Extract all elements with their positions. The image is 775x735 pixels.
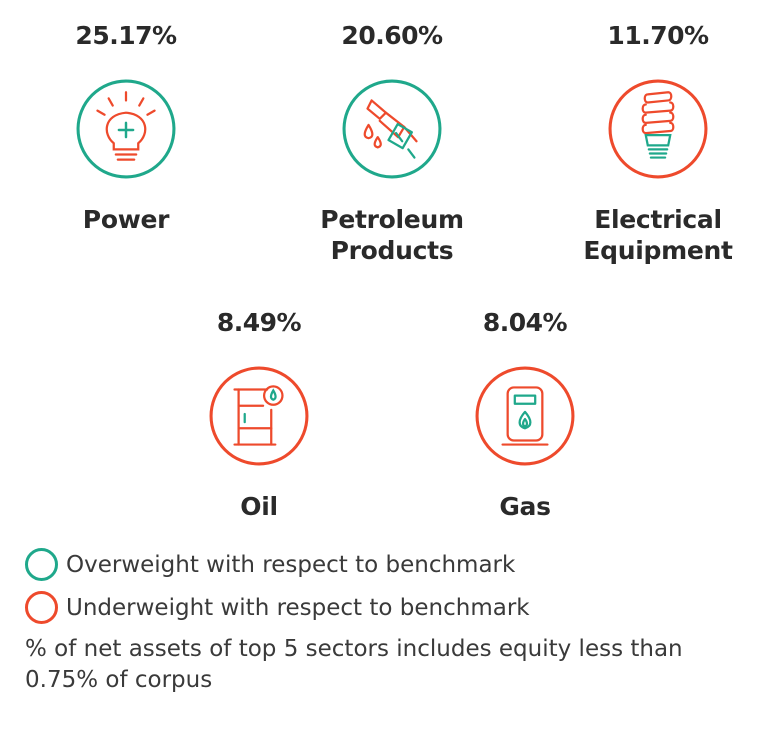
sector-petroleum-products: 20.60% Petroleum Products — [272, 20, 512, 266]
sector-percentage: 11.70% — [607, 21, 709, 50]
cfl-bulb-icon — [607, 78, 709, 180]
sector-oil: 8.49% Oil — [139, 307, 379, 522]
sector-power: 25.17% Power — [6, 20, 246, 235]
legend-underweight: Underweight with respect to benchmark — [25, 591, 530, 624]
legend-overweight-label: Overweight with respect to benchmark — [66, 551, 516, 578]
red-ring-icon — [25, 591, 58, 624]
green-ring-icon — [25, 548, 58, 581]
sector-percentage: 20.60% — [341, 21, 443, 50]
sector-name: Electrical Equipment — [583, 205, 733, 265]
sector-electrical-equipment: 11.70% Electrical Equipment — [538, 20, 775, 266]
legend-underweight-label: Underweight with respect to benchmark — [66, 594, 530, 621]
lightbulb-icon — [75, 78, 177, 180]
sector-percentage: 25.17% — [75, 21, 177, 50]
sector-name: Power — [82, 205, 170, 234]
legend-overweight: Overweight with respect to benchmark — [25, 548, 515, 581]
sector-name: Petroleum Products — [320, 205, 464, 265]
sector-name: Gas — [499, 492, 551, 521]
footnote: % of net assets of top 5 sectors include… — [25, 636, 683, 693]
sector-name: Oil — [240, 492, 278, 521]
sector-percentage: 8.04% — [482, 308, 568, 337]
sector-percentage: 8.49% — [216, 308, 302, 337]
fuel-nozzle-icon — [341, 78, 443, 180]
sector-gas: 8.04% Gas — [405, 307, 645, 522]
oil-barrel-icon — [208, 365, 310, 467]
gas-pump-icon — [474, 365, 576, 467]
